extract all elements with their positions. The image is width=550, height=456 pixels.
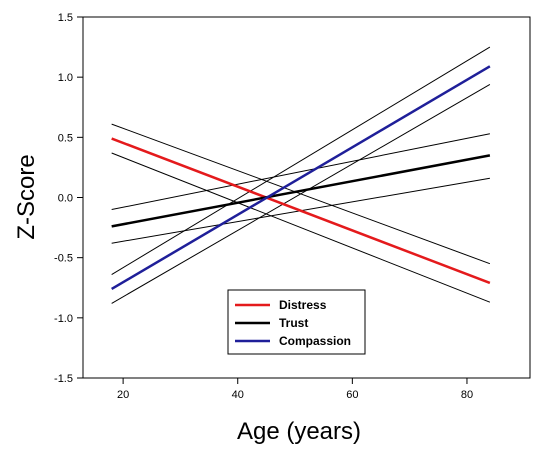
- y-tick-label: -0.5: [54, 253, 73, 265]
- series-line-trust: [111, 154, 491, 228]
- legend-label-distress: Distress: [279, 298, 327, 312]
- legend: Distress Trust Compassion: [227, 289, 366, 355]
- x-tick-label: 60: [346, 389, 358, 401]
- ci-line-compassion-lower: [111, 83, 491, 304]
- y-tick-label: -1.5: [54, 373, 73, 385]
- legend-label-trust: Trust: [279, 316, 308, 330]
- y-tick-label: 0.0: [58, 193, 73, 205]
- y-tick-label: 1.0: [58, 72, 73, 84]
- ticks: -1.5 -1.0 -0.5 0.0 0.5 1.0 1.5 20 40 60 80: [54, 12, 473, 401]
- x-axis-label: Age (years): [237, 418, 361, 445]
- confidence-lines: [111, 46, 491, 304]
- series-line-compassion: [111, 65, 491, 291]
- ci-line-trust-upper: [111, 133, 490, 211]
- ci-line-compassion-upper: [111, 46, 491, 275]
- series-lines: [111, 65, 491, 291]
- y-tick-label: -1.0: [54, 313, 73, 325]
- legend-box: [227, 289, 366, 355]
- x-tick-label: 80: [461, 389, 473, 401]
- y-axis-label: Z-Score: [13, 154, 40, 239]
- legend-label-compassion: Compassion: [279, 334, 351, 348]
- ci-line-distress-lower: [111, 152, 491, 303]
- y-tick-label: 0.5: [58, 132, 73, 144]
- y-tick-label: 1.5: [58, 12, 73, 24]
- series-line-distress: [111, 137, 491, 285]
- x-tick-label: 40: [232, 389, 244, 401]
- x-tick-label: 20: [117, 389, 129, 401]
